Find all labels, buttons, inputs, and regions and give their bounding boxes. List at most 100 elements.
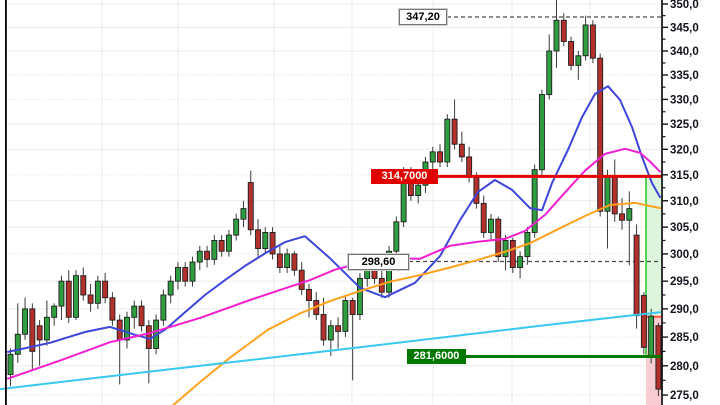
candle-down[interactable]	[480, 195, 487, 238]
candle-body	[568, 41, 575, 66]
candle-up[interactable]	[444, 114, 451, 168]
candle-up[interactable]	[262, 227, 269, 254]
candle-up[interactable]	[174, 262, 181, 290]
candle-down[interactable]	[291, 251, 298, 276]
candle-up[interactable]	[415, 179, 422, 204]
candle-down[interactable]	[458, 131, 465, 163]
candle-down[interactable]	[87, 283, 94, 312]
candle-up[interactable]	[7, 348, 14, 387]
candle-up[interactable]	[124, 311, 130, 349]
candle-up[interactable]	[575, 50, 582, 80]
candle-up[interactable]	[22, 297, 29, 340]
ma-slow-orange[interactable]	[171, 201, 661, 405]
candle-up[interactable]	[233, 213, 240, 241]
candle-up[interactable]	[131, 300, 138, 329]
candle-down[interactable]	[276, 245, 283, 273]
candle-down[interactable]	[633, 224, 640, 329]
candle-up[interactable]	[546, 34, 553, 100]
candle-up[interactable]	[502, 235, 509, 271]
trendline-cyan[interactable]	[0, 311, 661, 391]
candle-body	[29, 308, 36, 352]
candle-up[interactable]	[73, 270, 79, 321]
grid-layer	[6, 0, 662, 405]
ma-medium-magenta[interactable]	[7, 147, 661, 380]
candle-up[interactable]	[51, 303, 58, 326]
candle-up[interactable]	[429, 146, 436, 173]
candle-up[interactable]	[58, 275, 65, 321]
candle-up[interactable]	[14, 303, 21, 363]
candle-up[interactable]	[240, 200, 247, 228]
candle-down[interactable]	[218, 235, 225, 257]
candle-up[interactable]	[196, 245, 203, 271]
candle-body	[233, 218, 240, 236]
axis-price-label: 330,0	[670, 94, 699, 106]
candle-down[interactable]	[29, 303, 36, 370]
candle-down[interactable]	[36, 320, 43, 366]
candle-down[interactable]	[247, 170, 254, 236]
support-price-tag[interactable]: 281,6000	[407, 349, 466, 365]
candle-down[interactable]	[298, 262, 305, 295]
candle-up[interactable]	[582, 15, 589, 61]
candle-down[interactable]	[597, 53, 604, 217]
candle-body	[648, 315, 655, 356]
candle-up[interactable]	[94, 275, 101, 309]
profit-zone[interactable]	[646, 176, 661, 317]
candle-up[interactable]	[356, 272, 363, 321]
candle-body	[58, 280, 65, 307]
candle-body	[335, 325, 342, 332]
candle-body	[589, 24, 596, 59]
candle-down[interactable]	[640, 292, 647, 355]
candle-up[interactable]	[167, 275, 174, 304]
candle-up[interactable]	[284, 248, 291, 273]
swing-high-annotation-label[interactable]: 347,20	[399, 9, 447, 26]
candle-up[interactable]	[225, 229, 232, 257]
resistance-price-text: 314,7000	[381, 169, 428, 182]
candle-up[interactable]	[553, 0, 560, 68]
candle-down[interactable]	[109, 292, 116, 326]
candle-up[interactable]	[488, 213, 494, 241]
candle-down[interactable]	[102, 272, 109, 304]
candle-down[interactable]	[320, 297, 327, 346]
candle-up[interactable]	[393, 216, 400, 257]
candle-down[interactable]	[65, 270, 72, 323]
candle-down[interactable]	[509, 237, 516, 273]
candle-up[interactable]	[189, 256, 196, 287]
candle-down[interactable]	[655, 322, 662, 397]
candle-down[interactable]	[437, 144, 443, 168]
candle-up[interactable]	[342, 294, 349, 338]
candle-down[interactable]	[349, 297, 356, 381]
candle-up[interactable]	[160, 289, 167, 326]
axis-price-label: 305,0	[670, 222, 699, 234]
candle-down[interactable]	[306, 283, 312, 318]
candle-down[interactable]	[335, 317, 342, 349]
candle-down[interactable]	[451, 99, 458, 150]
candle-body	[36, 325, 43, 341]
candle-body	[327, 325, 334, 341]
candle-up[interactable]	[538, 89, 545, 175]
candle-body	[240, 208, 247, 220]
axis-price-label: 335,0	[670, 70, 699, 82]
candle-body	[444, 118, 451, 163]
candle-body	[102, 280, 109, 299]
resistance-price-tag[interactable]: 314,7000	[371, 168, 438, 184]
candle-up[interactable]	[211, 235, 218, 265]
candle-down[interactable]	[589, 20, 596, 63]
axis-price-label: 275,0	[670, 390, 699, 402]
candle-up[interactable]	[43, 300, 50, 346]
price-axis[interactable]: 350,0 345,0 340,0 335,0 330,0 325,0 320,0 315,0…	[661, 0, 720, 405]
candle-down[interactable]	[80, 267, 87, 301]
candle-down[interactable]	[204, 245, 211, 268]
candle-down[interactable]	[269, 227, 276, 260]
candle-body	[597, 57, 604, 212]
candle-body	[262, 232, 269, 249]
minor-support-annotation-label[interactable]: 298,60	[348, 253, 409, 270]
candle-down[interactable]	[182, 262, 189, 287]
candle-down[interactable]	[568, 36, 575, 71]
candle-down[interactable]	[138, 300, 145, 332]
candle-body	[582, 24, 589, 57]
candle-up[interactable]	[517, 251, 524, 279]
candle-down[interactable]	[255, 219, 261, 257]
candle-down[interactable]	[560, 13, 567, 47]
ma-fast-blue[interactable]	[7, 85, 661, 353]
